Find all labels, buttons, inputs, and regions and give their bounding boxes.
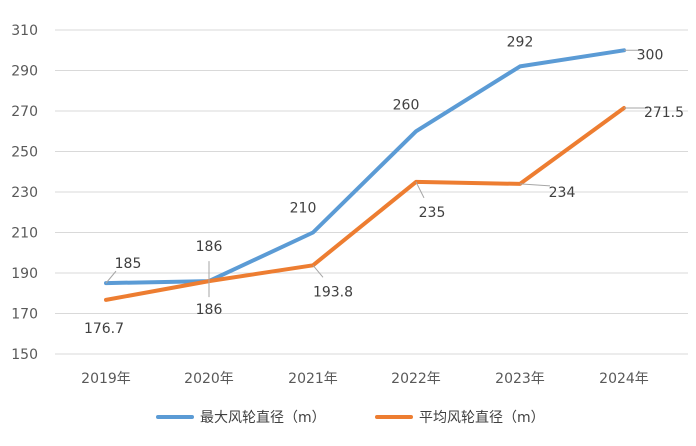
data-label-max: 300: [637, 47, 664, 63]
label-leader-line: [312, 264, 324, 278]
legend-label: 平均风轮直径（m）: [419, 409, 545, 426]
y-tick-label: 190: [11, 266, 38, 282]
data-label-max: 186: [196, 239, 223, 255]
y-tick-label: 170: [11, 307, 38, 323]
series-line-avg-rotor-diameter: [104, 106, 626, 302]
label-leader-line: [415, 181, 425, 199]
y-axis-ticks: 150 170 190 210 230 250 270 290 310: [11, 23, 38, 363]
data-label-avg: 234: [549, 185, 576, 201]
series-line-max-rotor-diameter: [104, 48, 626, 286]
y-tick-label: 250: [11, 145, 38, 161]
data-label-avg: 193.8: [313, 284, 353, 300]
x-tick-label: 2019年: [81, 371, 131, 387]
x-tick-label: 2024年: [599, 371, 649, 387]
x-axis-ticks: 2019年 2020年 2021年 2022年 2023年 2024年: [81, 371, 649, 387]
data-label-max: 185: [115, 256, 142, 272]
gridlines: [55, 29, 688, 355]
series-lines: [104, 48, 626, 302]
y-tick-label: 230: [11, 185, 38, 201]
data-labels: 185 186 210 260 292 300 176.7 186 193.8 235 234 271…: [84, 34, 684, 336]
data-label-avg: 176.7: [84, 321, 124, 337]
x-tick-label: 2022年: [391, 371, 441, 387]
y-tick-label: 290: [11, 64, 38, 80]
data-label-avg: 186: [196, 302, 223, 318]
legend: 最大风轮直径（m） 平均风轮直径（m）: [156, 409, 545, 426]
data-label-max: 210: [290, 201, 317, 217]
data-label-avg: 271.5: [644, 105, 684, 121]
y-tick-label: 150: [11, 347, 38, 363]
label-leaders: [105, 49, 648, 298]
x-tick-label: 2023年: [495, 371, 545, 387]
label-leader-line: [519, 183, 551, 187]
label-leader-line: [105, 270, 117, 284]
x-tick-label: 2021年: [288, 371, 338, 387]
data-label-max: 292: [507, 34, 534, 50]
y-tick-label: 310: [11, 23, 38, 39]
y-tick-label: 210: [11, 226, 38, 242]
x-tick-label: 2020年: [184, 371, 234, 387]
legend-label: 最大风轮直径（m）: [200, 409, 326, 426]
y-tick-label: 270: [11, 104, 38, 120]
data-label-max: 260: [393, 97, 420, 113]
data-label-avg: 235: [419, 205, 446, 221]
